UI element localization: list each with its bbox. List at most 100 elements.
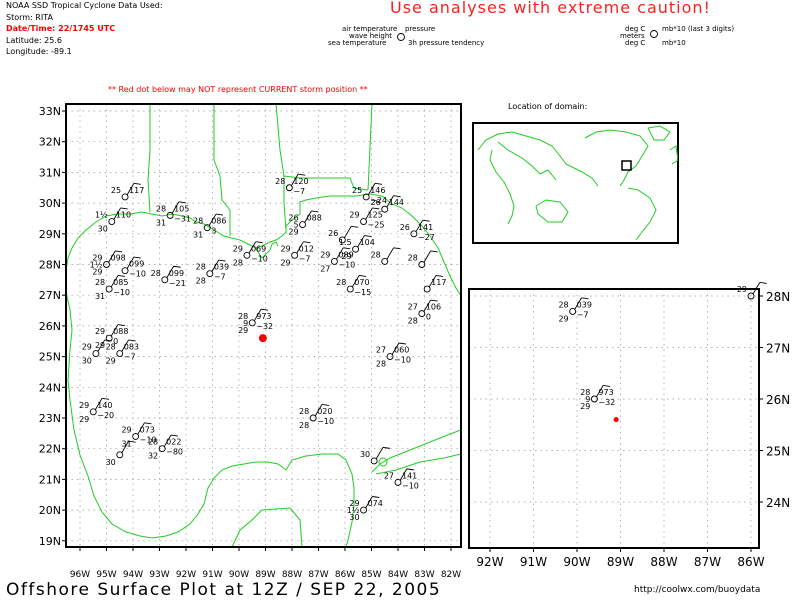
source-url[interactable]: http://coolwx.com/buoydata: [634, 585, 761, 595]
zoom-lon-tick-label: 90W: [563, 555, 590, 569]
station-plot: 099−10: [121, 256, 146, 279]
zoom-lon-tick-label: 88W: [650, 555, 677, 569]
wind-barb-feather: [581, 297, 589, 300]
station-plot: 30: [360, 446, 391, 465]
lat-tick-label: 25N: [39, 351, 61, 364]
station-plot: 25 146−24: [352, 182, 387, 205]
wind-barb: [121, 339, 129, 352]
lat-tick-label: 30N: [39, 197, 61, 210]
lon-tick-label: 89W: [255, 570, 275, 580]
station-air-temp: 25: [111, 186, 121, 195]
wind-barb: [428, 275, 437, 288]
station-air-temp: 29: [320, 250, 330, 259]
mexico-coast: [66, 291, 287, 539]
station-sea-temp: 32: [148, 452, 158, 461]
station-circle: [121, 267, 129, 275]
station-plot: 27 060 28 −10: [376, 342, 411, 369]
lat-tick-label: 26N: [39, 320, 61, 333]
station-circle: [381, 205, 389, 213]
station-plot: 28 070−15: [336, 275, 371, 297]
station-pressure-tendency: −7: [577, 310, 589, 319]
main-map-grid: [66, 104, 461, 547]
lon-tick-label: 87W: [308, 570, 328, 580]
wind-barb: [171, 201, 180, 214]
station-sea-temp: 28: [376, 360, 386, 369]
station-sea-temp: 30: [98, 225, 108, 234]
station-pressure: 110: [116, 211, 131, 220]
station-sea-temp: 30: [82, 357, 92, 366]
wind-barb-feather: [343, 247, 351, 250]
wind-barb: [126, 256, 135, 269]
station-pressure-tendency: −7: [293, 187, 305, 196]
station-wave-height: 1½: [90, 261, 103, 270]
station-sea-temp: 29: [79, 415, 89, 424]
legend-mb-10: mb*10: [662, 39, 686, 47]
wind-barb-feather: [430, 250, 438, 253]
station-pressure: 039: [214, 263, 229, 272]
station-circle: [352, 245, 360, 253]
wind-barb-feather: [359, 275, 367, 277]
lon-tick-label: 95W: [96, 570, 116, 580]
station-air-temp: 26: [400, 223, 410, 232]
inset-asia-south: [497, 141, 557, 181]
station-circle: [360, 218, 367, 225]
station-circle: [381, 257, 389, 265]
wind-barb-feather: [115, 250, 123, 253]
station-circle: [105, 285, 113, 293]
station-pressure-tendency: −10: [394, 356, 411, 365]
station-pressure: 088: [113, 327, 128, 336]
station-pressure-tendency: 3: [211, 227, 216, 236]
station-circle: [116, 350, 124, 357]
date-time: Date/Time: 22/1745 UTC: [6, 24, 116, 33]
plot-title: Offshore Surface Plot at 12Z / SEP 22, 2…: [6, 580, 442, 600]
station-pressure: 140: [97, 401, 112, 410]
wind-barb: [208, 213, 217, 226]
wind-barb: [391, 342, 400, 355]
station-plot: 28 099−21: [151, 265, 186, 288]
station-plot: 26 088 529: [288, 210, 322, 237]
station-pressure-tendency: 0: [426, 313, 431, 322]
station-air-temp: 1.5: [339, 238, 352, 247]
station-pressure: 098: [111, 254, 126, 263]
station-plot: 29 088 29 0: [95, 324, 128, 350]
station-pressure: 973: [598, 388, 613, 397]
station-air-temp: 28: [558, 300, 568, 309]
wind-barb-feather: [351, 225, 359, 228]
station-sea-temp: 30: [349, 513, 359, 522]
station-circle: [362, 193, 370, 201]
latitude-readout: Latitude: 25.6: [6, 36, 62, 45]
station-circle: [309, 414, 317, 422]
station-circle: [569, 308, 577, 315]
station-sea-temp: 29: [92, 268, 102, 277]
wind-barb-feather: [215, 213, 224, 216]
lat-tick-label: 31N: [39, 166, 61, 179]
wind-barb-feather: [104, 339, 112, 342]
inset-frame: [472, 122, 679, 244]
station-sea-temp: 29: [288, 228, 298, 237]
storm-name: Storm: RITA: [6, 13, 53, 22]
zoom-lat-tick-label: 26N: [766, 393, 790, 407]
lon-tick-label: 94W: [123, 570, 143, 580]
station-pressure: 089: [338, 250, 353, 259]
legend-deg-c-sea: deg C: [625, 39, 646, 47]
station-circle: [418, 310, 426, 318]
station-circle: [370, 457, 378, 465]
station-pressure-tendency: 0: [113, 337, 118, 346]
wind-barb-feather: [393, 195, 401, 198]
station-air-temp: 27: [384, 471, 394, 480]
station-air-temp: 29: [349, 499, 359, 508]
station-wave-height: 9: [585, 395, 590, 404]
station-pressure-tendency: −15: [354, 288, 371, 297]
lat-tick-label: 28N: [39, 259, 61, 272]
station-air-temp: 28: [196, 263, 206, 272]
station-air-temp: 28: [238, 312, 248, 321]
station-circle: [206, 270, 214, 278]
station-plot: 1½ 110 30: [95, 207, 131, 234]
station-air-temp: 28: [148, 438, 158, 447]
legend-wave-height: wave height: [349, 32, 393, 40]
station-plot: 28 105 31 −31: [156, 201, 191, 227]
station-air-temp: 29: [95, 327, 105, 336]
wind-barb: [253, 309, 262, 322]
wind-barb-feather: [603, 384, 611, 387]
